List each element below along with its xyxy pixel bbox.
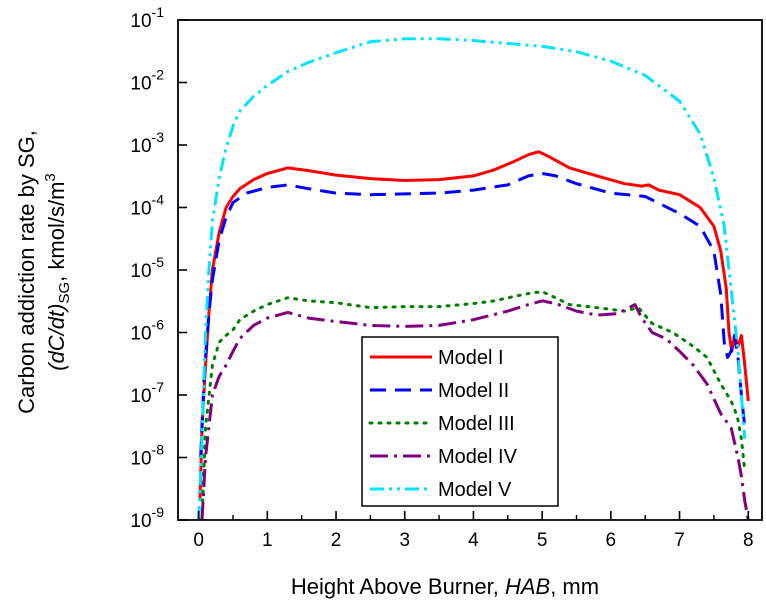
legend-label: Model I bbox=[438, 347, 504, 369]
x-tick-label: 8 bbox=[743, 530, 754, 551]
legend-label: Model II bbox=[438, 380, 509, 402]
series-line-1 bbox=[198, 150, 750, 502]
x-tick-label: 1 bbox=[262, 530, 273, 551]
legend-label: Model IV bbox=[438, 446, 518, 468]
x-tick-label: 7 bbox=[674, 530, 685, 551]
y-tick-label: 10-5 bbox=[130, 254, 164, 282]
legend-label: Model III bbox=[438, 413, 515, 435]
y-axis-title-line1: Carbon addiction rate by SG, bbox=[14, 130, 39, 414]
series-line-2 bbox=[199, 172, 747, 458]
y-tick-label: 10-6 bbox=[130, 317, 164, 345]
series-line-4 bbox=[200, 299, 750, 520]
y-axis-title-line2: (dC/dt)SG, kmol/s/m3 bbox=[42, 173, 73, 371]
x-axis-title: Height Above Burner, HAB, mm bbox=[291, 574, 599, 599]
series-line-5 bbox=[197, 37, 747, 520]
y-tick-label: 10-2 bbox=[130, 67, 164, 95]
x-tick-label: 3 bbox=[399, 530, 410, 551]
y-tick-label: 10-4 bbox=[130, 192, 164, 220]
series-line-3 bbox=[200, 290, 747, 520]
x-tick-label: 0 bbox=[193, 530, 204, 551]
legend-box bbox=[361, 336, 559, 507]
y-tick-label: 10-8 bbox=[130, 442, 164, 470]
legend-label: Model V bbox=[438, 479, 512, 501]
x-tick-label: 6 bbox=[606, 530, 617, 551]
y-tick-label: 10-3 bbox=[130, 129, 164, 157]
x-axis: 0 1 2 3 4 5 6 7 8 bbox=[193, 511, 754, 551]
x-tick-label: 5 bbox=[537, 530, 548, 551]
x-tick-label: 4 bbox=[468, 530, 479, 551]
y-axis: 10-9 10-8 10-7 10-6 10-5 10-4 10-3 10-2 10-1 bbox=[130, 4, 187, 532]
y-tick-label: 10-9 bbox=[130, 504, 164, 532]
y-tick-label: 10-1 bbox=[130, 4, 164, 32]
legend: Model I Model II Model III Model IV Model V bbox=[361, 336, 559, 507]
y-tick-label: 10-7 bbox=[130, 379, 164, 407]
x-tick-label: 2 bbox=[331, 530, 342, 551]
series-layer bbox=[197, 37, 750, 520]
